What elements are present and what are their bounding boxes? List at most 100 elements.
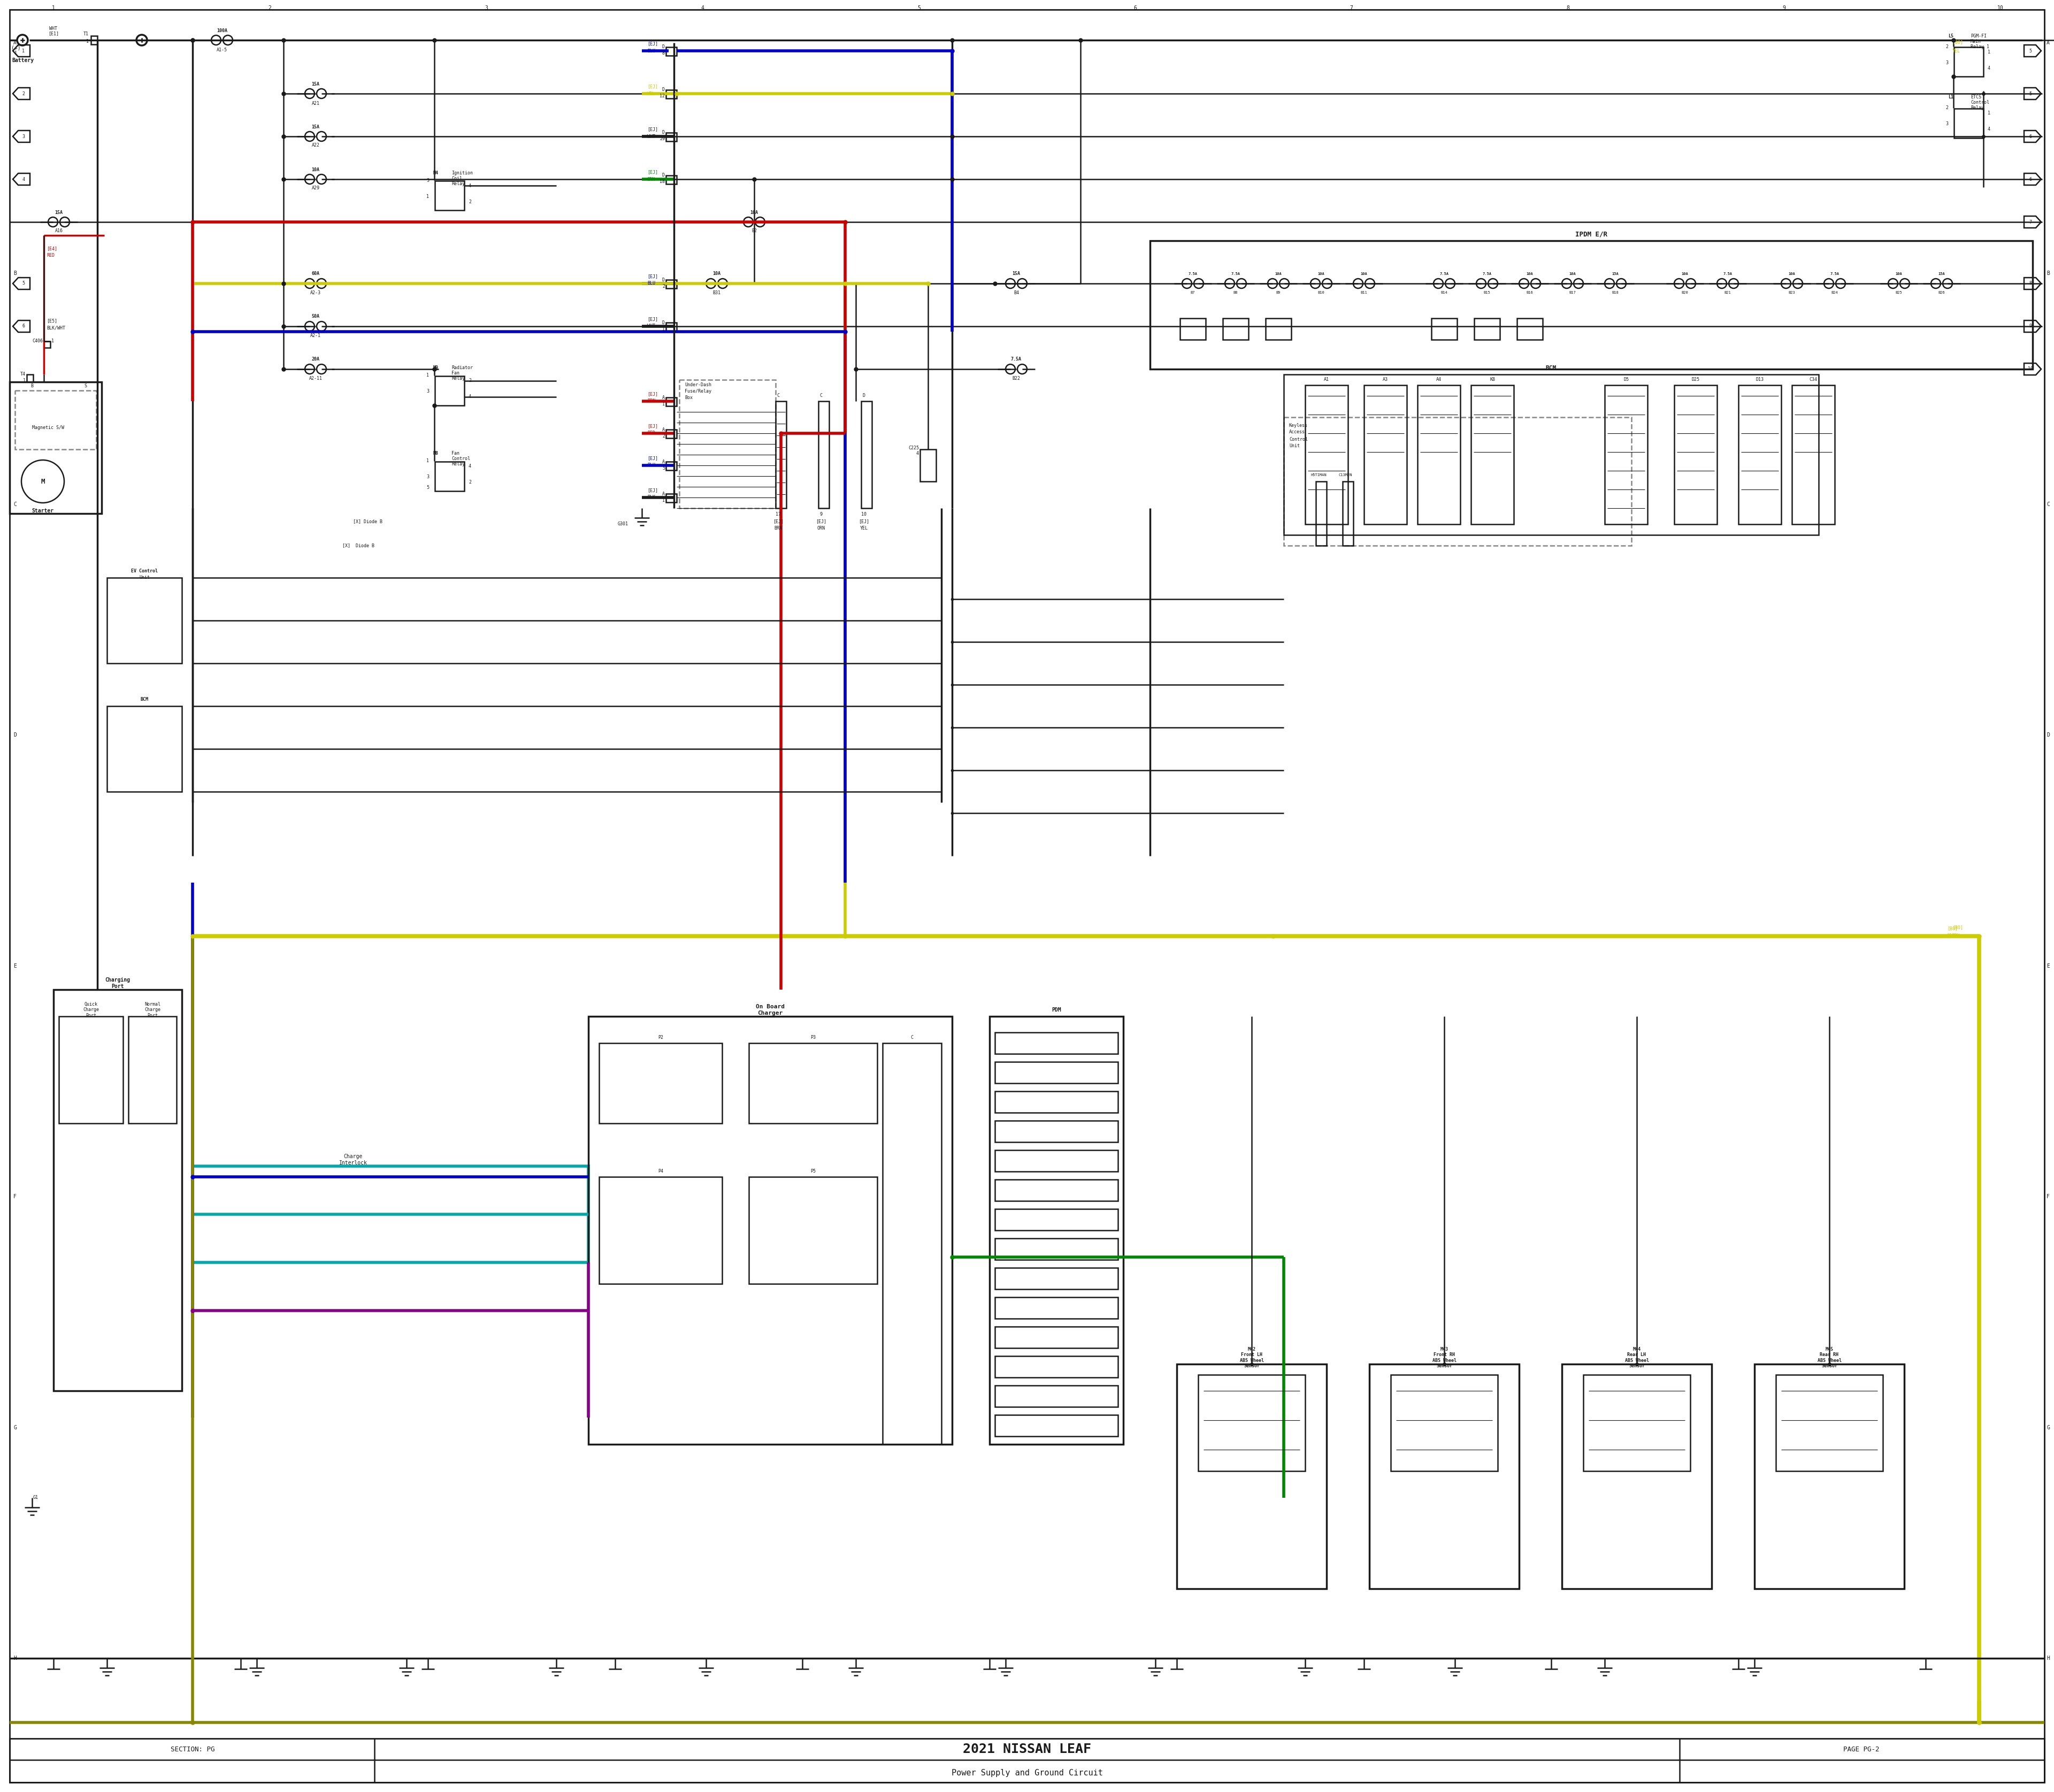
Text: [EJ]: [EJ] — [647, 425, 657, 428]
Text: A: A — [14, 39, 16, 45]
Text: 1: 1 — [86, 39, 88, 43]
Text: A22: A22 — [312, 143, 320, 149]
Bar — [665, 176, 676, 185]
Text: Fuse/Relay: Fuse/Relay — [684, 389, 711, 394]
Text: 5: 5 — [427, 486, 429, 491]
Text: [EJ]: [EJ] — [815, 520, 826, 523]
Text: ORN: ORN — [1953, 934, 1960, 939]
Text: G: G — [14, 1425, 16, 1430]
Text: 9: 9 — [2029, 324, 2031, 328]
Text: 5: 5 — [661, 466, 665, 471]
Bar — [883, 1043, 941, 1444]
Text: 2: 2 — [468, 480, 470, 486]
Text: 7.5A: 7.5A — [1189, 272, 1197, 276]
Text: 1: 1 — [23, 378, 25, 383]
Text: 10A: 10A — [1319, 272, 1325, 276]
Text: Relay: Relay — [452, 376, 464, 382]
Text: 8: 8 — [2029, 281, 2031, 287]
Text: G1: G1 — [33, 1495, 39, 1500]
Bar — [665, 398, 676, 407]
Bar — [665, 495, 676, 502]
Text: A2-1: A2-1 — [310, 333, 320, 339]
Bar — [1417, 385, 1460, 525]
Text: 4: 4 — [1988, 66, 1990, 70]
Text: 10A: 10A — [1789, 272, 1795, 276]
Text: On Board
Charger: On Board Charger — [756, 1004, 785, 1016]
Bar — [665, 280, 676, 289]
Text: M43
Front RH
ABS Wheel
Sensor: M43 Front RH ABS Wheel Sensor — [1432, 1348, 1456, 1369]
Text: 2: 2 — [661, 283, 665, 289]
Text: [EJ]: [EJ] — [647, 127, 657, 133]
Text: ORN: ORN — [817, 527, 826, 530]
Bar — [665, 133, 676, 142]
Text: B17: B17 — [1569, 290, 1575, 294]
Bar — [994, 1150, 1117, 1172]
Text: 9: 9 — [820, 513, 822, 518]
Text: 1: 1 — [427, 373, 429, 378]
Text: 3: 3 — [1945, 122, 1947, 127]
Bar — [665, 323, 676, 332]
Bar — [994, 1357, 1117, 1378]
Bar — [994, 1326, 1117, 1348]
Text: 17: 17 — [776, 513, 781, 518]
Text: B2: B2 — [752, 229, 756, 233]
Text: 15A: 15A — [1939, 272, 1945, 276]
Text: A29: A29 — [312, 186, 320, 190]
Bar — [127, 1016, 177, 1124]
Text: B18: B18 — [1612, 290, 1619, 294]
Text: 7.5A: 7.5A — [1440, 272, 1448, 276]
Text: 1: 1 — [51, 339, 53, 344]
Text: BCM: BCM — [1547, 366, 1557, 371]
Text: A: A — [661, 491, 665, 496]
Text: 1: 1 — [51, 5, 55, 11]
Text: 100A: 100A — [216, 29, 228, 32]
Bar — [994, 1179, 1117, 1201]
Text: 7.5A: 7.5A — [1723, 272, 1732, 276]
Bar — [107, 577, 183, 663]
Text: B26: B26 — [1939, 290, 1945, 294]
Bar — [665, 462, 676, 470]
Text: BLU: BLU — [647, 48, 655, 54]
Text: M45
Rear RH
ABS Wheel
Sensor: M45 Rear RH ABS Wheel Sensor — [1818, 1348, 1840, 1369]
Text: C13MJN: C13MJN — [1339, 473, 1352, 477]
Text: 1: 1 — [427, 194, 429, 199]
Text: 2021 NISSAN LEAF: 2021 NISSAN LEAF — [963, 1744, 1091, 1756]
Text: [B0]: [B0] — [1953, 39, 1964, 45]
Text: 4: 4 — [916, 452, 918, 455]
Text: 10A: 10A — [750, 210, 758, 215]
Text: 3: 3 — [485, 5, 487, 11]
Text: B22: B22 — [1013, 376, 1021, 382]
Bar — [60, 1016, 123, 1124]
Text: Coil: Coil — [452, 176, 462, 181]
Bar — [1150, 240, 2033, 369]
Text: 2: 2 — [1945, 45, 1947, 48]
Text: 6: 6 — [23, 324, 25, 328]
Bar — [776, 401, 787, 509]
Text: Quick
Charge
Port: Quick Charge Port — [82, 1002, 99, 1018]
Text: F: F — [14, 1193, 16, 1199]
Bar — [1777, 1374, 1884, 1471]
Text: [X]  Diode B: [X] Diode B — [343, 543, 374, 548]
Text: Charging
Port: Charging Port — [105, 977, 129, 989]
Text: 20A: 20A — [312, 357, 320, 362]
Text: 15A: 15A — [1612, 272, 1619, 276]
Text: PAGE PG-2: PAGE PG-2 — [1842, 1745, 1879, 1753]
Text: 10A: 10A — [1682, 272, 1688, 276]
Text: D: D — [661, 321, 665, 324]
Bar — [994, 1063, 1117, 1082]
Bar — [1317, 482, 1327, 545]
Text: [E4]: [E4] — [47, 246, 58, 251]
Bar — [994, 1091, 1117, 1113]
Text: [EJ]: [EJ] — [647, 41, 657, 47]
Text: [E1]: [E1] — [47, 30, 60, 36]
Text: 2: 2 — [468, 199, 470, 204]
Text: Relay 1: Relay 1 — [1970, 45, 1988, 48]
Text: BLU: BLU — [647, 462, 655, 468]
Text: [EJ]: [EJ] — [647, 84, 657, 90]
Text: 15A: 15A — [55, 210, 64, 215]
Text: D: D — [863, 394, 865, 398]
Bar — [43, 340, 49, 348]
Text: [EJ]: [EJ] — [859, 520, 869, 523]
Bar — [1561, 1364, 1711, 1590]
Text: 2: 2 — [1945, 106, 1947, 111]
